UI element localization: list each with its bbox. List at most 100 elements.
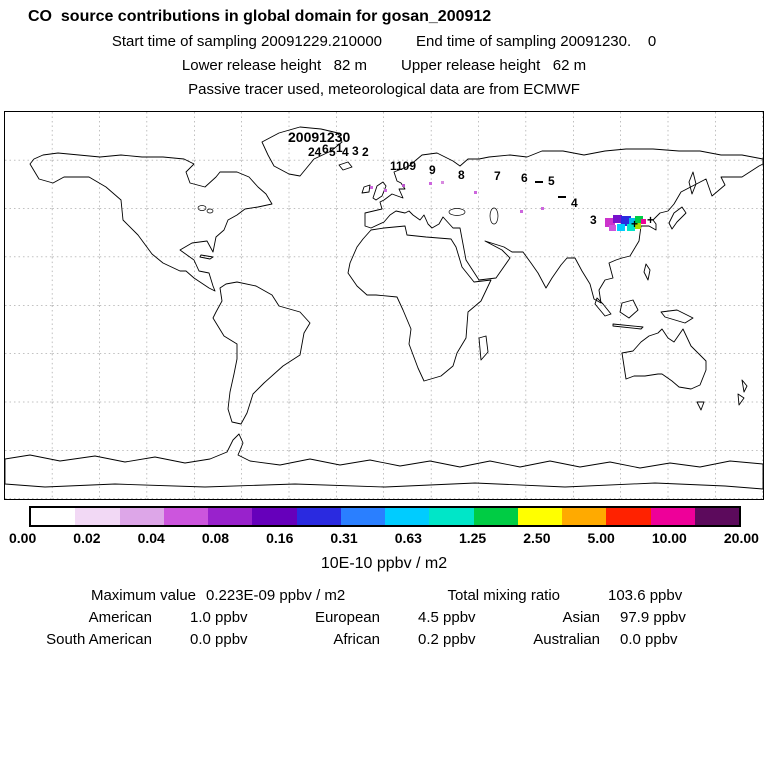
colorbar-tick-label: 0.16 xyxy=(266,530,294,546)
colorbar-tick-label: 0.04 xyxy=(137,530,165,546)
island-java xyxy=(612,323,644,330)
lower-release-text: Lower release height 82 m xyxy=(181,57,367,74)
concentration-cell xyxy=(641,219,646,224)
concentration-cell xyxy=(441,181,444,184)
trajectory-day-label: 1 xyxy=(336,141,343,155)
island-borneo xyxy=(619,299,639,319)
world-map: 20091230 24 6 5 1 4 3 2 1109 9 8 7 6 5 4 3 + + xyxy=(4,111,764,500)
trajectory-day-label: 8 xyxy=(458,168,465,182)
concentration-cell xyxy=(384,189,387,192)
colorbar-segment xyxy=(75,508,120,525)
region-value: 0.2 ppbv xyxy=(418,631,476,648)
continent-eurasia xyxy=(364,148,764,304)
trajectory-day-label: 20091230 xyxy=(288,129,351,145)
stats-summary-row: Maximum value 0.223E-09 ppbv / m2 Total … xyxy=(0,585,768,607)
trajectory-day-label: 2 xyxy=(362,145,369,159)
region-value: 0.0 ppbv xyxy=(620,631,678,648)
continent-greenland xyxy=(261,126,343,177)
region-label: South American xyxy=(46,631,152,648)
concentration-cell xyxy=(520,210,523,213)
trajectory-day-label: 1109 xyxy=(390,159,416,173)
continent-north-america xyxy=(29,152,273,292)
island-iceland xyxy=(338,161,353,171)
statistics: Maximum value 0.223E-09 ppbv / m2 Total … xyxy=(0,585,768,651)
lake-black-sea xyxy=(448,208,466,216)
concentration-cell xyxy=(402,184,405,187)
colorbar-segment xyxy=(385,508,430,525)
island-britain xyxy=(372,181,387,201)
colorbar-segment xyxy=(517,508,562,525)
island-new-guinea xyxy=(660,309,694,324)
trajectory-day-label: + xyxy=(631,217,638,231)
trajectory-day-label: 4 xyxy=(342,145,349,159)
lake-caspian-sea xyxy=(489,207,499,225)
island-japan xyxy=(668,206,687,230)
island-cuba xyxy=(199,254,214,260)
region-label: African xyxy=(333,631,380,648)
concentration-cell xyxy=(613,215,622,223)
island-philippines xyxy=(643,263,651,281)
tracer-info-text: Passive tracer used, meteorological data… xyxy=(188,81,580,98)
concentration-cell xyxy=(535,181,543,183)
colorbar-segment xyxy=(119,508,164,525)
concentration-cell xyxy=(635,216,643,224)
region-label: Australian xyxy=(533,631,600,648)
colorbar-tick-label: 20.00 xyxy=(723,530,759,546)
region-value: 1.0 ppbv xyxy=(190,609,248,626)
trajectory-day-label: 5 xyxy=(329,145,336,159)
concentration-cell xyxy=(429,182,432,185)
max-value-label: Maximum value xyxy=(90,587,196,604)
colorbar-tick-label: 10.00 xyxy=(651,530,687,546)
continent-south-america xyxy=(212,281,311,425)
concentration-cell xyxy=(621,216,631,226)
concentration-cell xyxy=(541,207,544,210)
colorbar-tick-label: 5.00 xyxy=(587,530,615,546)
trajectory-day-label: 24 xyxy=(308,145,322,159)
island-sakhalin xyxy=(688,171,697,195)
island-new-zealand-south xyxy=(737,393,745,406)
sampling-times-line: Start time of sampling 20091229.210000 E… xyxy=(0,33,768,50)
max-value: 0.223E-09 ppbv / m2 xyxy=(206,587,346,604)
colorbar-tick-label: 1.25 xyxy=(458,530,487,546)
colorbar-tick-label: 0.00 xyxy=(9,530,37,546)
continent-africa xyxy=(347,225,492,382)
continent-outlines xyxy=(4,126,764,490)
colorbar-ticks: 0.00 0.02 0.04 0.08 0.16 0.31 0.63 1.25 2.50 5.00… xyxy=(9,530,759,546)
island-new-zealand-north xyxy=(741,379,748,393)
colorbar-segment xyxy=(694,508,739,525)
region-value: 97.9 ppbv xyxy=(620,609,686,626)
colorbar-segments xyxy=(29,506,741,527)
start-time-text: Start time of sampling 20091229.210000 xyxy=(111,33,383,50)
colorbar: 0.00 0.02 0.04 0.08 0.16 0.31 0.63 1.25 2.50 5.00… xyxy=(0,506,768,573)
trajectory-day-label: 6 xyxy=(521,171,528,185)
region-value: 0.0 ppbv xyxy=(190,631,248,648)
colorbar-tick-label: 2.50 xyxy=(523,530,551,546)
colorbar-segment xyxy=(606,508,651,525)
colorbar-segment xyxy=(340,508,385,525)
island-madagascar xyxy=(478,335,489,361)
island-sumatra xyxy=(594,297,612,317)
tracer-info-line: Passive tracer used, meteorological data… xyxy=(0,81,768,98)
concentration-cell xyxy=(609,225,616,231)
trajectory-day-label: 3 xyxy=(590,213,597,227)
concentration-cell xyxy=(617,224,625,231)
trajectory-day-label: + xyxy=(647,213,654,227)
colorbar-tick-label: 0.08 xyxy=(201,530,230,546)
continent-australia xyxy=(621,328,707,390)
region-label: American xyxy=(88,609,152,626)
colorbar-tick-label: 0.63 xyxy=(394,530,422,546)
total-mixing-ratio-value: 103.6 ppbv xyxy=(608,587,683,604)
colorbar-tick-label: 0.02 xyxy=(73,530,101,546)
region-value: 4.5 ppbv xyxy=(418,609,476,626)
concentration-cell xyxy=(635,223,641,229)
trajectory-day-label: 6 xyxy=(322,142,329,156)
lake-great-lakes xyxy=(197,205,207,211)
lake-great-lakes-2 xyxy=(206,208,214,214)
trajectory-day-label: 4 xyxy=(571,196,578,210)
end-time-text: End time of sampling 20091230. 0 xyxy=(416,33,657,50)
trajectory-day-label: 7 xyxy=(494,169,501,183)
trajectory-day-label: 3 xyxy=(352,144,359,158)
colorbar-segment xyxy=(252,508,297,525)
